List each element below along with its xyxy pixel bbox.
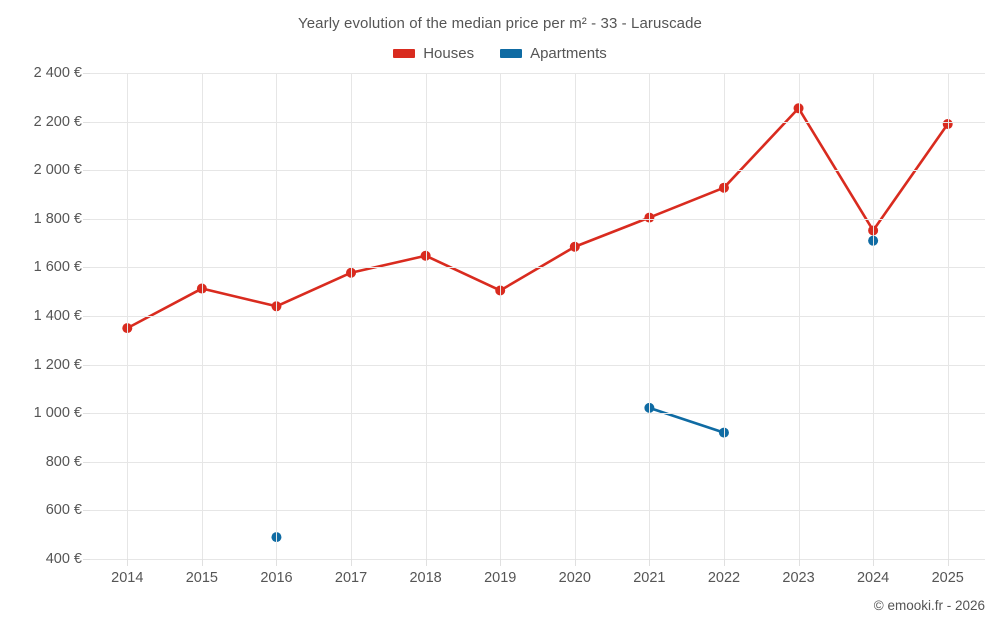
y-axis-tick-mark <box>83 461 90 463</box>
y-axis-tick-label: 600 € <box>45 502 82 519</box>
gridline-vertical <box>873 73 875 559</box>
gridline-vertical <box>276 73 278 559</box>
legend-swatch-icon <box>393 49 416 58</box>
y-axis-tick-mark <box>83 510 90 512</box>
x-axis-tick-label: 2017 <box>334 570 368 586</box>
gridline-horizontal <box>90 170 985 172</box>
y-axis-tick-label: 800 € <box>45 453 82 470</box>
chart-title: Yearly evolution of the median price per… <box>298 15 702 32</box>
gridline-horizontal <box>90 510 985 512</box>
legend-item-apartments[interactable]: Apartments <box>500 45 607 62</box>
x-axis-tick-label: 2014 <box>111 570 144 586</box>
series-line <box>648 406 726 434</box>
x-axis-tick-label: 2022 <box>707 570 741 586</box>
y-axis-tick-label: 2 200 € <box>33 113 82 130</box>
y-axis-tick-label: 1 400 € <box>33 308 82 324</box>
gridline-horizontal <box>90 218 985 220</box>
x-axis-tick-label: 2018 <box>409 570 442 586</box>
x-axis-tick-label: 2019 <box>484 570 517 586</box>
y-axis-tick-mark <box>83 170 90 172</box>
x-axis-tick-mark <box>649 559 651 566</box>
legend-label: Apartments <box>530 45 607 62</box>
chart-legend: Houses Apartments <box>0 45 1000 62</box>
x-axis-tick-mark <box>127 559 129 566</box>
y-axis-tick-mark <box>83 559 90 560</box>
gridline-horizontal <box>90 121 985 123</box>
y-axis-tick-label: 1 600 € <box>33 259 82 276</box>
x-axis-tick-label: 2016 <box>260 570 293 586</box>
gridline-vertical <box>425 73 427 559</box>
y-axis-tick-mark <box>83 364 90 366</box>
legend-item-houses[interactable]: Houses <box>393 45 474 62</box>
gridline-vertical <box>500 73 502 559</box>
gridline-horizontal <box>90 316 985 317</box>
x-axis-tick-mark <box>873 559 875 566</box>
gridline-vertical <box>574 73 576 559</box>
y-axis-tick-label: 2 000 € <box>33 162 82 179</box>
y-axis-tick-mark <box>83 121 90 123</box>
gridline-vertical <box>127 73 129 559</box>
gridline-vertical <box>649 73 651 559</box>
y-axis-tick-label: 1 800 € <box>33 210 82 227</box>
plot-area: 2014 2015 2016 2017 2018 2019 2020 2021 2022 2023… <box>83 73 985 586</box>
x-axis-tick-mark <box>425 559 427 566</box>
x-axis-tick-mark <box>351 559 353 566</box>
series-line <box>125 106 950 330</box>
x-axis-tick-label: 2020 <box>558 570 591 586</box>
gridline-horizontal <box>90 364 985 366</box>
y-axis-tick-label: 400 € <box>45 551 82 567</box>
y-axis-tick-mark <box>83 413 90 415</box>
gridline-horizontal <box>90 559 985 560</box>
legend-swatch-icon <box>500 49 523 58</box>
footer-credit: © emooki.fr - 2026 <box>873 598 985 613</box>
x-axis-tick-mark <box>947 559 949 566</box>
gridline-horizontal <box>90 413 985 415</box>
gridline-vertical <box>723 73 725 559</box>
gridline-vertical <box>798 73 800 559</box>
x-axis-tick-mark <box>723 559 725 566</box>
legend-label: Houses <box>423 45 475 62</box>
y-axis-tick-mark <box>83 73 90 74</box>
y-axis-tick-mark <box>83 218 90 220</box>
gridline-horizontal <box>90 461 985 463</box>
series-apartments <box>271 235 879 543</box>
x-axis-tick-mark <box>201 559 203 566</box>
y-axis-tick-mark <box>83 316 90 317</box>
gridline-vertical <box>351 73 353 559</box>
x-axis-tick-mark <box>798 559 800 566</box>
x-axis-tick-label: 2015 <box>185 570 219 586</box>
gridline-horizontal <box>90 267 985 269</box>
y-axis-tick-mark <box>83 267 90 269</box>
y-axis-tick-label: 1 000 € <box>33 405 82 422</box>
y-axis-tick-label: 1 200 € <box>33 356 82 373</box>
x-axis-tick-label: 2024 <box>856 570 890 586</box>
x-axis-tick-label: 2025 <box>931 570 964 586</box>
x-axis-tick-mark <box>276 559 278 566</box>
gridline-horizontal <box>90 73 985 74</box>
gridline-vertical <box>947 73 949 559</box>
x-axis-tick-label: 2023 <box>782 570 815 586</box>
y-axis-tick-label: 2 400 € <box>33 65 82 81</box>
x-axis-tick-label: 2021 <box>633 570 666 586</box>
x-axis-tick-mark <box>574 559 576 566</box>
gridline-vertical <box>201 73 203 559</box>
x-axis-tick-mark <box>500 559 502 566</box>
